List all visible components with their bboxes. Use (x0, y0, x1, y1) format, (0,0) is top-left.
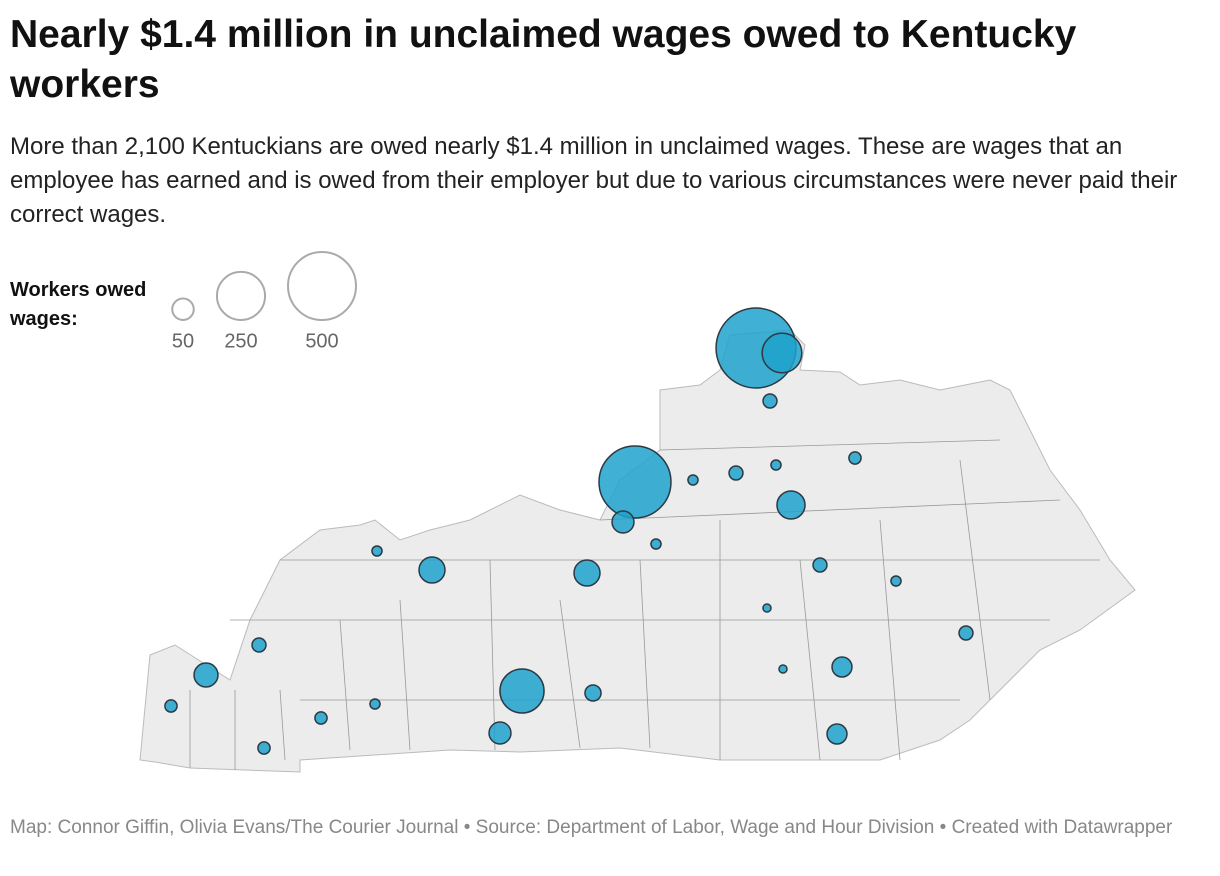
bubble (488, 721, 512, 745)
bubble (831, 656, 853, 678)
bubble (687, 474, 699, 486)
bubble (573, 559, 601, 587)
bubble (812, 557, 828, 573)
bubble (762, 393, 778, 409)
bubble (371, 545, 383, 557)
bubble (650, 538, 662, 550)
bubble (778, 664, 788, 674)
bubble (584, 684, 602, 702)
bubble (164, 699, 178, 713)
title: Nearly $1.4 million in unclaimed wages o… (10, 13, 1077, 106)
legend-circle (287, 251, 357, 321)
bubble (890, 575, 902, 587)
bubble (776, 490, 806, 520)
bubble (499, 668, 545, 714)
state-outline (139, 329, 1136, 773)
bubble (770, 459, 782, 471)
legend-label: 250 (224, 330, 257, 352)
bubble (314, 711, 328, 725)
legend-label: 500 (305, 330, 338, 352)
footer: Map: Connor Giffin, Olivia Evans/The Cou… (10, 817, 1173, 838)
bubble (761, 332, 803, 374)
legend-label: 50 (172, 330, 194, 352)
bubble (193, 662, 219, 688)
bubble (369, 698, 381, 710)
legend-title: Workers owed wages: (10, 279, 147, 330)
bubble (848, 451, 862, 465)
bubble (611, 510, 635, 534)
bubble (728, 465, 744, 481)
bubble (958, 625, 974, 641)
subtitle: More than 2,100 Kentuckians are owed nea… (10, 133, 1178, 228)
legend-circle (215, 270, 267, 322)
legend-circle (171, 297, 195, 322)
bubble (418, 556, 446, 584)
bubble (762, 603, 772, 613)
bubble (251, 637, 267, 653)
bubble (826, 723, 848, 745)
bubble (598, 445, 672, 519)
bubble (257, 741, 271, 755)
county-lines (189, 439, 1100, 770)
